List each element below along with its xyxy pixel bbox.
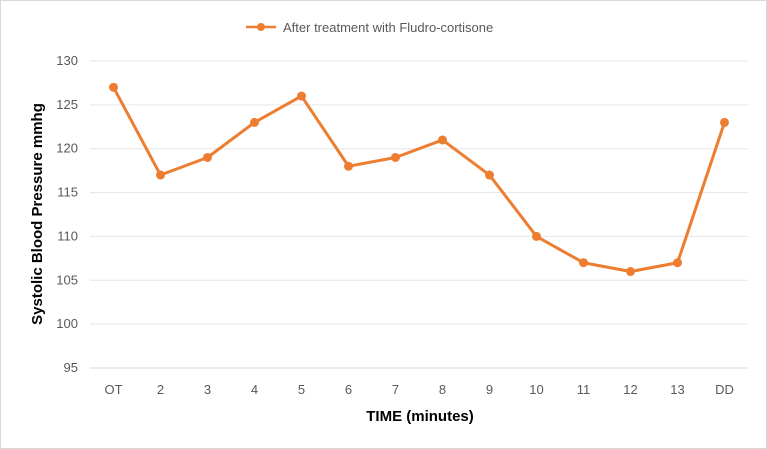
data-point <box>485 170 494 180</box>
x-tick-label: 3 <box>204 382 211 397</box>
data-point <box>438 135 447 145</box>
x-tick-labels: OT 2 3 4 5 6 7 8 9 10 11 12 13 DD <box>104 382 733 397</box>
x-tick-label: 5 <box>298 382 305 397</box>
data-point <box>297 91 306 101</box>
y-tick-label: 125 <box>56 97 78 112</box>
data-point <box>391 152 400 162</box>
y-tick-label: 130 <box>56 53 78 68</box>
y-tick-label: 120 <box>56 141 78 156</box>
x-tick-label: 6 <box>345 382 352 397</box>
y-tick-label: 100 <box>56 316 78 331</box>
data-point <box>109 82 118 92</box>
x-tick-label: 10 <box>529 382 543 397</box>
y-tick-label: 115 <box>57 185 78 200</box>
legend-point-marker <box>257 23 265 31</box>
y-tick-label: 95 <box>64 360 78 375</box>
x-tick-label: 9 <box>486 382 493 397</box>
data-point <box>532 231 541 241</box>
series-line <box>112 86 726 274</box>
x-tick-label: 2 <box>157 382 164 397</box>
x-tick-label: 11 <box>577 382 591 397</box>
y-tick-labels: 95 100 105 110 115 120 125 130 <box>56 53 78 375</box>
data-point <box>344 161 353 171</box>
series-layer <box>109 82 729 277</box>
gridlines <box>90 60 748 369</box>
data-point <box>626 267 635 277</box>
x-tick-label: 13 <box>670 382 684 397</box>
data-point <box>203 152 212 162</box>
legend-label: After treatment with Fludro-cortisone <box>283 20 493 35</box>
x-tick-label: OT <box>104 382 122 397</box>
x-axis-title: TIME (minutes) <box>366 408 474 425</box>
data-point <box>673 258 682 268</box>
x-tick-label: 12 <box>623 382 637 397</box>
x-tick-label: 4 <box>251 382 258 397</box>
x-tick-label: 7 <box>392 382 399 397</box>
x-tick-label: 8 <box>439 382 446 397</box>
data-point <box>720 117 729 127</box>
legend: After treatment with Fludro-cortisone <box>246 20 493 35</box>
data-point <box>579 258 588 268</box>
y-axis-title: Systolic Blood Pressure mmhg <box>29 103 46 325</box>
data-point <box>156 170 165 180</box>
y-tick-label: 110 <box>57 228 78 243</box>
x-tick-label: DD <box>715 382 734 397</box>
data-point <box>250 117 259 127</box>
y-tick-label: 105 <box>56 272 78 287</box>
